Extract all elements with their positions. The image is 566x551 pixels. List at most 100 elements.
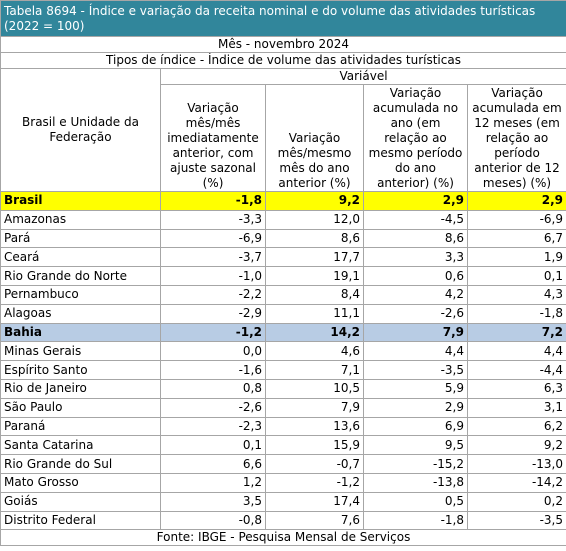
value-cell: -2,3 xyxy=(160,416,266,437)
value-cell: 2,9 xyxy=(363,397,468,418)
value-cell: 14,2 xyxy=(265,322,364,343)
value-cell: 3,1 xyxy=(466,397,566,418)
table-row: Rio de Janeiro 0,8 10,5 5,9 6,3 xyxy=(0,378,566,399)
region-name: Paraná xyxy=(0,416,161,437)
index-type: Tipos de índice - Índice de volume das a… xyxy=(0,52,566,69)
value-cell: -13,0 xyxy=(466,454,566,474)
value-cell: 4,6 xyxy=(265,341,364,362)
table-row: Goiás 3,5 17,4 0,5 0,2 xyxy=(0,491,566,512)
value-cell: 7,9 xyxy=(363,322,468,343)
value-cell: 9,2 xyxy=(265,191,364,211)
value-cell: -6,9 xyxy=(160,228,266,249)
value-cell: 0,5 xyxy=(363,491,468,512)
value-cell: -0,7 xyxy=(265,454,364,474)
value-cell: 0,2 xyxy=(466,491,566,512)
value-cell: 13,6 xyxy=(265,416,364,437)
value-cell: 8,6 xyxy=(363,228,468,249)
value-cell: -1,8 xyxy=(466,303,566,324)
value-cell: 7,9 xyxy=(265,397,364,418)
value-cell: 8,4 xyxy=(265,284,364,305)
value-cell: -2,6 xyxy=(160,397,266,418)
region-name: Rio Grande do Norte xyxy=(0,266,161,286)
value-cell: 11,1 xyxy=(265,303,364,324)
value-cell: 5,9 xyxy=(363,378,468,399)
column-header: Brasil e Unidade da Federação xyxy=(0,68,161,192)
region-name: Distrito Federal xyxy=(0,510,161,531)
table-row: Distrito Federal -0,8 7,6 -1,8 -3,5 xyxy=(0,510,566,531)
value-cell: 4,2 xyxy=(363,284,468,305)
value-cell: -1,8 xyxy=(160,191,266,211)
region-name: Espírito Santo xyxy=(0,360,161,380)
value-cell: -3,5 xyxy=(466,510,566,531)
table-row: Pará -6,9 8,6 8,6 6,7 xyxy=(0,228,566,249)
period: Mês - novembro 2024 xyxy=(0,36,566,53)
table-row: Amazonas -3,3 12,0 -4,5 -6,9 xyxy=(0,209,566,230)
value-cell: -3,5 xyxy=(363,360,468,380)
region-name: Brasil xyxy=(0,191,161,211)
value-cell: 9,2 xyxy=(466,435,566,456)
table-row: Pernambuco -2,2 8,4 4,2 4,3 xyxy=(0,284,566,305)
value-cell: 19,1 xyxy=(265,266,364,286)
table-row: São Paulo -2,6 7,9 2,9 3,1 xyxy=(0,397,566,418)
table-row: Brasil -1,8 9,2 2,9 2,9 xyxy=(0,191,566,211)
value-cell: 9,5 xyxy=(363,435,468,456)
value-cell: -2,9 xyxy=(160,303,266,324)
table-title: Tabela 8694 - Índice e variação da recei… xyxy=(0,0,566,37)
value-cell: -13,8 xyxy=(363,472,468,493)
table-row: Alagoas -2,9 11,1 -2,6 -1,8 xyxy=(0,303,566,324)
table-row: Ceará -3,7 17,7 3,3 1,9 xyxy=(0,247,566,268)
value-cell: 6,3 xyxy=(466,378,566,399)
table-row: Rio Grande do Sul 6,6 -0,7 -15,2 -13,0 xyxy=(0,454,566,474)
value-cell: -1,8 xyxy=(363,510,468,531)
value-cell: -3,3 xyxy=(160,209,266,230)
value-cell: 6,2 xyxy=(466,416,566,437)
region-name: Pernambuco xyxy=(0,284,161,305)
region-name: Rio Grande do Sul xyxy=(0,454,161,474)
value-cell: 1,2 xyxy=(160,472,266,493)
value-cell: 4,4 xyxy=(466,341,566,362)
column-header: Variação acumulada em 12 meses (em relaç… xyxy=(466,84,566,192)
region-name: Goiás xyxy=(0,491,161,512)
region-name: São Paulo xyxy=(0,397,161,418)
value-cell: -0,8 xyxy=(160,510,266,531)
footer-row: Fonte: IBGE - Pesquisa Mensal de Serviço… xyxy=(0,529,566,547)
value-cell: 0,6 xyxy=(363,266,468,286)
value-cell: 0,1 xyxy=(466,266,566,286)
region-name: Mato Grosso xyxy=(0,472,161,493)
value-cell: 17,4 xyxy=(265,491,364,512)
variable-label: Variável xyxy=(159,68,566,85)
value-cell: -2,6 xyxy=(363,303,468,324)
footer: Fonte: IBGE - Pesquisa Mensal de Serviço… xyxy=(0,529,566,547)
value-cell: 2,9 xyxy=(466,191,566,211)
value-cell: 0,8 xyxy=(160,378,266,399)
value-cell: 0,1 xyxy=(160,435,266,456)
value-cell: -3,7 xyxy=(160,247,266,268)
region-name: Minas Gerais xyxy=(0,341,161,362)
region-name: Santa Catarina xyxy=(0,435,161,456)
value-cell: -4,5 xyxy=(363,209,468,230)
region-name: Alagoas xyxy=(0,303,161,324)
value-cell: -4,4 xyxy=(466,360,566,380)
value-cell: 6,7 xyxy=(466,228,566,249)
region-name: Pará xyxy=(0,228,161,249)
value-cell: -1,2 xyxy=(265,472,364,493)
value-cell: 8,6 xyxy=(265,228,364,249)
column-header: Variação mês/mesmo mês do ano anterior (… xyxy=(265,84,364,192)
value-cell: 4,4 xyxy=(363,341,468,362)
region-name: Rio de Janeiro xyxy=(0,378,161,399)
value-cell: -1,2 xyxy=(160,322,266,343)
region-name: Bahia xyxy=(0,322,161,343)
column-header: Variação mês/mês imediatamente anterior,… xyxy=(160,84,266,192)
value-cell: -1,6 xyxy=(160,360,266,380)
value-cell: 7,6 xyxy=(265,510,364,531)
value-cell: -14,2 xyxy=(466,472,566,493)
value-cell: 6,9 xyxy=(363,416,468,437)
table-row: Mato Grosso 1,2 -1,2 -13,8 -14,2 xyxy=(0,472,566,493)
region-name: Amazonas xyxy=(0,209,161,230)
value-cell: 3,3 xyxy=(363,247,468,268)
value-cell: 1,9 xyxy=(466,247,566,268)
table-row: Santa Catarina 0,1 15,9 9,5 9,2 xyxy=(0,435,566,456)
value-cell: 12,0 xyxy=(265,209,364,230)
